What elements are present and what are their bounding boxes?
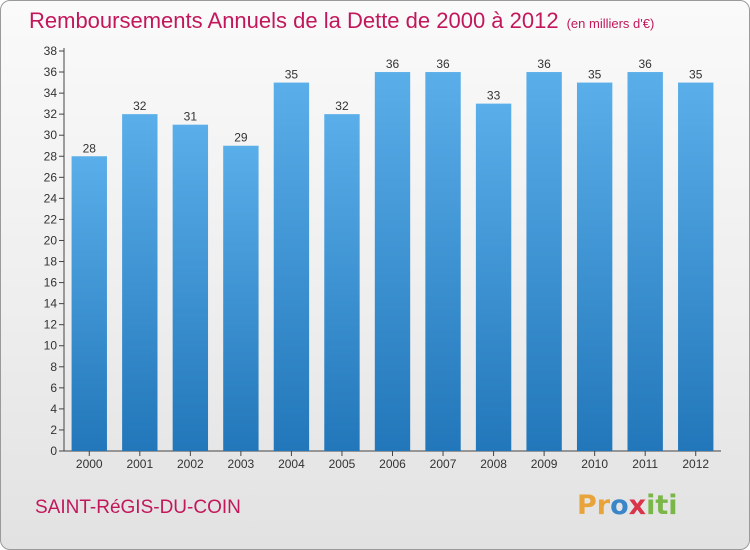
y-tick-label: 16 bbox=[44, 276, 58, 290]
y-tick-label: 10 bbox=[44, 339, 58, 353]
bar-value-label-2011: 36 bbox=[639, 57, 653, 71]
brand-part-2: o bbox=[610, 490, 629, 521]
bar-2006 bbox=[374, 72, 411, 451]
bar-value-label-2007: 36 bbox=[436, 57, 450, 71]
x-tick-label-2011: 2011 bbox=[632, 457, 658, 471]
x-tick-label-2007: 2007 bbox=[430, 457, 457, 471]
y-tick-label: 0 bbox=[50, 444, 57, 458]
y-tick-label: 22 bbox=[44, 212, 58, 226]
y-tick-label: 28 bbox=[44, 149, 58, 163]
x-tick-label-2012: 2012 bbox=[682, 457, 709, 471]
chart-subtitle: (en milliers d'€) bbox=[566, 16, 655, 31]
x-tick-label-2000: 2000 bbox=[76, 457, 103, 471]
bar-value-label-2012: 35 bbox=[689, 68, 703, 82]
bar-value-label-2006: 36 bbox=[386, 57, 400, 71]
bar-2004 bbox=[273, 82, 310, 451]
y-tick-label: 18 bbox=[44, 255, 58, 269]
bar-value-label-2003: 29 bbox=[234, 131, 248, 145]
y-tick-label: 6 bbox=[50, 381, 57, 395]
y-tick-label: 34 bbox=[44, 86, 58, 100]
x-tick-label-2008: 2008 bbox=[480, 457, 507, 471]
x-tick-label-2001: 2001 bbox=[126, 457, 153, 471]
chart-title: Remboursements Annuels de la Dette de 20… bbox=[29, 8, 654, 34]
y-tick-label: 26 bbox=[44, 170, 58, 184]
bar-value-label-2002: 31 bbox=[184, 110, 198, 124]
bar-value-label-2001: 32 bbox=[133, 99, 147, 113]
chart-bars: 28 32 31 29 35 32 36 36 33 36 35 36 35 bbox=[71, 57, 714, 452]
brand-part-1: Pr bbox=[577, 490, 611, 521]
x-tick-label-2002: 2002 bbox=[177, 457, 204, 471]
bar-value-label-2004: 35 bbox=[285, 68, 299, 82]
y-tick-label: 30 bbox=[44, 128, 58, 142]
bar-value-label-2010: 35 bbox=[588, 68, 602, 82]
bar-value-label-2009: 36 bbox=[537, 57, 551, 71]
y-tick-label: 20 bbox=[44, 233, 58, 247]
y-tick-label: 36 bbox=[44, 65, 58, 79]
bar-2010 bbox=[576, 82, 613, 451]
y-tick-label: 32 bbox=[44, 107, 58, 121]
bar-value-label-2000: 28 bbox=[83, 141, 97, 155]
x-tick-label-2005: 2005 bbox=[329, 457, 356, 471]
bar-2012 bbox=[678, 82, 714, 451]
bar-2000 bbox=[71, 156, 107, 451]
commune-name: SAINT-RéGIS-DU-COIN bbox=[35, 497, 241, 518]
brand-part-3: x bbox=[628, 490, 647, 521]
bar-2011 bbox=[627, 72, 663, 451]
x-tick-label-2004: 2004 bbox=[278, 457, 305, 471]
bar-value-label-2005: 32 bbox=[335, 99, 349, 113]
y-tick-label: 24 bbox=[44, 191, 58, 205]
bar-2005 bbox=[324, 114, 360, 451]
bar-2008 bbox=[475, 103, 512, 451]
y-tick-label: 4 bbox=[50, 402, 57, 416]
y-tick-label: 38 bbox=[44, 44, 58, 58]
y-tick-label: 8 bbox=[50, 360, 57, 374]
y-tick-label: 14 bbox=[44, 297, 58, 311]
bar-value-label-2008: 33 bbox=[487, 89, 501, 103]
brand-logo: Proxiti bbox=[577, 490, 678, 521]
bar-2003 bbox=[223, 145, 259, 451]
x-tick-label-2003: 2003 bbox=[228, 457, 255, 471]
x-tick-label-2010: 2010 bbox=[581, 457, 608, 471]
chart-title-text: Remboursements Annuels de la Dette de 20… bbox=[29, 8, 559, 33]
y-tick-label: 12 bbox=[44, 318, 58, 332]
bar-2002 bbox=[172, 124, 209, 452]
bar-2007 bbox=[425, 72, 461, 451]
bar-2001 bbox=[122, 114, 158, 451]
x-tick-label-2009: 2009 bbox=[531, 457, 558, 471]
x-tick-label-2006: 2006 bbox=[379, 457, 406, 471]
bar-2009 bbox=[526, 72, 562, 451]
brand-part-4: iti bbox=[646, 490, 678, 521]
y-tick-label: 2 bbox=[50, 423, 57, 437]
